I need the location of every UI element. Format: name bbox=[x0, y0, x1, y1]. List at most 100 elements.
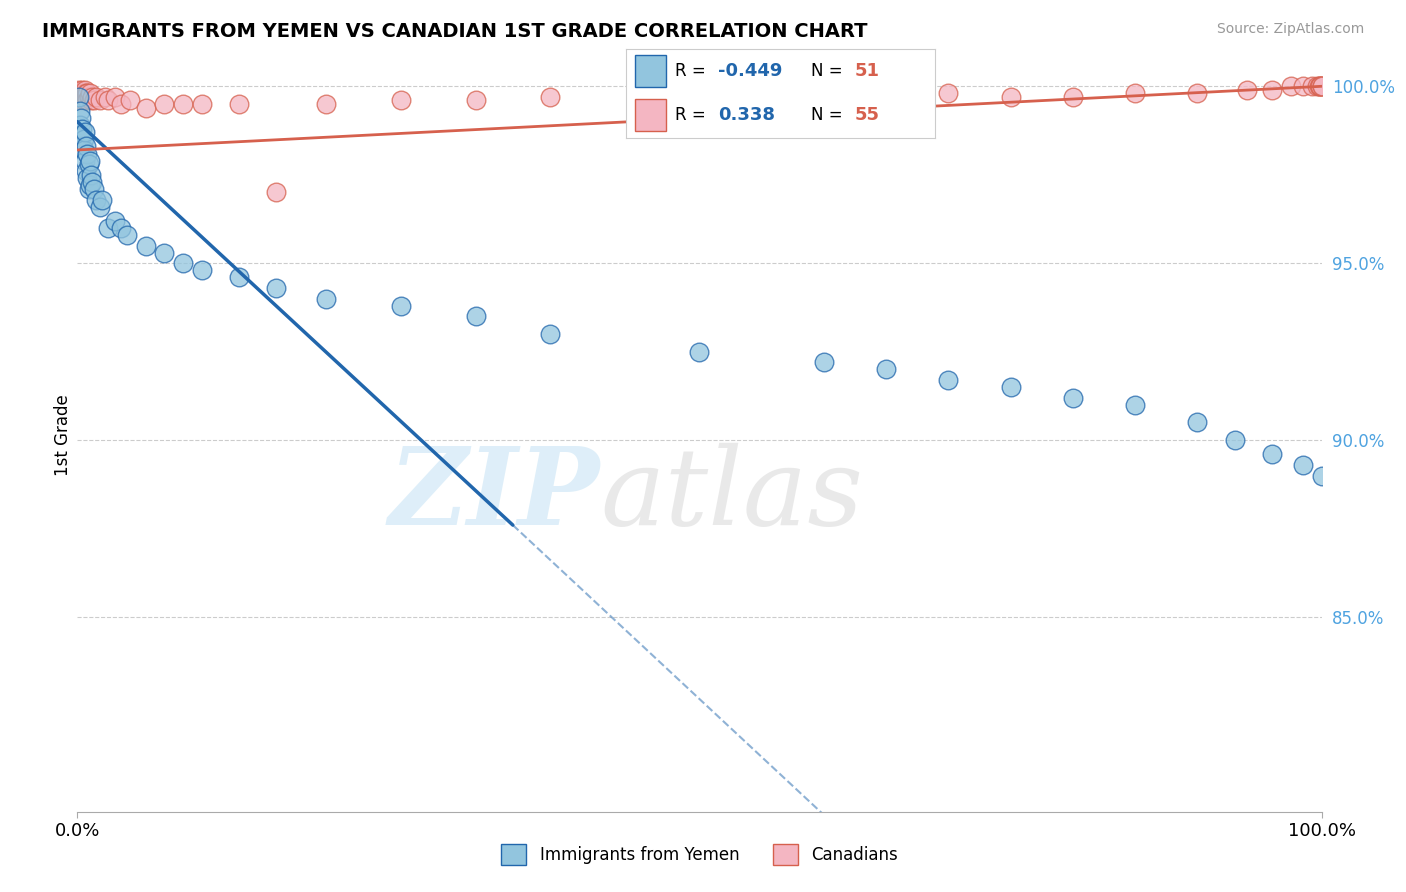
Bar bbox=[636, 55, 666, 87]
Legend: Immigrants from Yemen, Canadians: Immigrants from Yemen, Canadians bbox=[495, 838, 904, 871]
Text: atlas: atlas bbox=[600, 442, 863, 548]
Text: 51: 51 bbox=[855, 62, 880, 80]
Point bbox=[1123, 398, 1146, 412]
Text: IMMIGRANTS FROM YEMEN VS CANADIAN 1ST GRADE CORRELATION CHART: IMMIGRANTS FROM YEMEN VS CANADIAN 1ST GR… bbox=[42, 22, 868, 41]
Point bbox=[89, 94, 111, 108]
Point bbox=[464, 94, 486, 108]
Point bbox=[80, 94, 103, 108]
Point bbox=[1000, 90, 1022, 104]
Point bbox=[1223, 433, 1246, 447]
Point bbox=[77, 157, 100, 171]
Point bbox=[228, 97, 250, 112]
Point bbox=[266, 281, 288, 295]
Point bbox=[72, 132, 94, 146]
Point bbox=[110, 220, 132, 235]
Point bbox=[1261, 447, 1284, 461]
Point bbox=[77, 182, 100, 196]
Point bbox=[75, 90, 97, 104]
Point bbox=[72, 83, 94, 97]
Point bbox=[135, 238, 157, 252]
Y-axis label: 1st Grade: 1st Grade bbox=[53, 394, 72, 475]
Point bbox=[1062, 391, 1084, 405]
Point bbox=[72, 90, 94, 104]
Point bbox=[938, 373, 960, 387]
Text: 55: 55 bbox=[855, 106, 880, 124]
Point bbox=[1310, 79, 1333, 94]
Point bbox=[813, 355, 835, 369]
Point bbox=[135, 101, 157, 115]
Point bbox=[389, 299, 412, 313]
Point bbox=[69, 104, 91, 119]
Text: N =: N = bbox=[811, 106, 842, 124]
Point bbox=[72, 121, 94, 136]
Point bbox=[75, 139, 97, 153]
Point bbox=[153, 97, 176, 112]
Point bbox=[153, 245, 176, 260]
Point bbox=[76, 87, 98, 101]
Point bbox=[69, 90, 91, 104]
Point bbox=[79, 153, 101, 168]
Point bbox=[464, 310, 486, 324]
Point bbox=[104, 213, 127, 227]
Text: 0.338: 0.338 bbox=[718, 106, 776, 124]
Point bbox=[1305, 79, 1327, 94]
Point bbox=[1279, 79, 1302, 94]
Point bbox=[1310, 79, 1333, 94]
Point bbox=[76, 146, 98, 161]
Point bbox=[389, 94, 412, 108]
Point bbox=[67, 90, 90, 104]
Point bbox=[191, 97, 214, 112]
Point bbox=[82, 90, 104, 104]
Point bbox=[77, 90, 100, 104]
Point bbox=[110, 97, 132, 112]
Point bbox=[1301, 79, 1323, 94]
Point bbox=[73, 153, 96, 168]
Point bbox=[1292, 458, 1315, 472]
Point bbox=[84, 193, 107, 207]
Point bbox=[89, 200, 111, 214]
Point bbox=[315, 97, 337, 112]
Point bbox=[1309, 79, 1331, 94]
Point bbox=[69, 87, 91, 101]
Point bbox=[69, 118, 91, 132]
Point bbox=[79, 178, 101, 193]
Point bbox=[83, 94, 105, 108]
Text: Source: ZipAtlas.com: Source: ZipAtlas.com bbox=[1216, 22, 1364, 37]
Point bbox=[172, 97, 194, 112]
Point bbox=[73, 125, 96, 139]
Point bbox=[84, 90, 107, 104]
Point bbox=[1309, 79, 1331, 94]
Point bbox=[813, 90, 835, 104]
Text: -0.449: -0.449 bbox=[718, 62, 783, 80]
Point bbox=[70, 87, 93, 101]
Point bbox=[938, 87, 960, 101]
Point bbox=[70, 111, 93, 125]
Point bbox=[875, 362, 897, 376]
Point bbox=[1062, 90, 1084, 104]
Point bbox=[1236, 83, 1258, 97]
Point bbox=[1187, 416, 1209, 430]
Point bbox=[1261, 83, 1284, 97]
Point bbox=[72, 94, 94, 108]
Point bbox=[1292, 79, 1315, 94]
Point bbox=[79, 87, 101, 101]
Point bbox=[97, 94, 120, 108]
Point bbox=[91, 193, 114, 207]
Text: ZIP: ZIP bbox=[388, 442, 600, 549]
Point bbox=[72, 143, 94, 157]
Point bbox=[93, 90, 115, 104]
Point bbox=[115, 227, 138, 242]
Point bbox=[266, 186, 288, 200]
Text: N =: N = bbox=[811, 62, 842, 80]
Point bbox=[97, 220, 120, 235]
Point bbox=[75, 164, 97, 178]
Point bbox=[70, 128, 93, 143]
Point bbox=[1310, 468, 1333, 483]
Point bbox=[70, 94, 93, 108]
Point bbox=[75, 87, 97, 101]
Point bbox=[172, 256, 194, 270]
Point bbox=[73, 83, 96, 97]
Point bbox=[1308, 79, 1330, 94]
Point bbox=[72, 139, 94, 153]
Point bbox=[689, 344, 711, 359]
